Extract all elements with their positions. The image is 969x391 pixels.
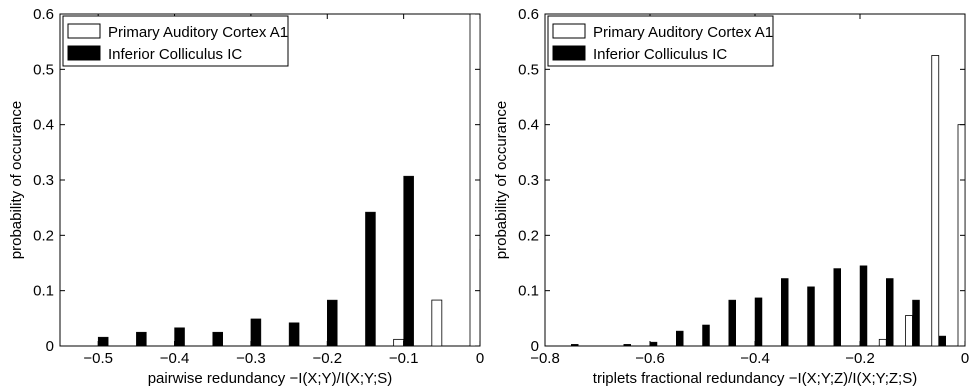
x-tick-label: 0 — [476, 350, 484, 367]
y-tick-label: 0.6 — [33, 6, 54, 23]
y-tick-label: 0.4 — [33, 117, 54, 134]
y-tick-label: 0.2 — [33, 227, 54, 244]
bar-ic — [886, 278, 894, 346]
x-tick-label: −0.1 — [389, 350, 419, 367]
x-axis-label: pairwise redundancy −I(X;Y)/I(X;Y;S) — [148, 370, 393, 387]
legend-label: Primary Auditory Cortex A1 — [108, 24, 288, 41]
y-tick-label: 0 — [531, 338, 539, 355]
bar-a1 — [431, 299, 443, 346]
legend-swatch-a1 — [552, 23, 586, 39]
bar-ic — [250, 318, 262, 346]
bar-ic — [174, 327, 185, 346]
bar-ic — [702, 324, 710, 346]
y-tick-label: 0.3 — [518, 172, 539, 189]
bar-ic — [833, 268, 841, 346]
bar-ic — [136, 331, 147, 346]
bar-ic — [781, 278, 789, 346]
bar-ic — [859, 265, 868, 346]
y-tick-label: 0.5 — [518, 61, 539, 78]
bar-ic — [327, 299, 338, 346]
bars-group — [571, 55, 965, 346]
bar-ic — [571, 344, 579, 346]
bar-ic — [807, 286, 815, 346]
y-tick-label: 0.2 — [518, 227, 539, 244]
legend-label: Inferior Colliculus IC — [108, 46, 242, 63]
bar-ic — [754, 297, 763, 346]
y-tick-label: 0.3 — [33, 172, 54, 189]
bar-ic — [288, 322, 300, 346]
legend-swatch-a1 — [67, 23, 101, 39]
bar-a1 — [878, 338, 887, 346]
bar-ic — [365, 211, 376, 346]
x-tick-label: −0.5 — [83, 350, 113, 367]
bar-ic — [479, 248, 480, 346]
chart-panel-triplets: −0.8 −0.6 −0.4 −0.2 0 0 0.1 0.2 0.3 0.4 0.5 0.6 trip… — [493, 6, 969, 387]
y-axis-label: probability of occurance — [8, 101, 25, 259]
y-tick-label: 0 — [46, 338, 54, 355]
bar-a1 — [931, 55, 940, 346]
x-tick-label: −0.2 — [312, 350, 342, 367]
legend-label: Inferior Colliculus IC — [593, 46, 727, 63]
x-tick-label: −0.6 — [635, 350, 665, 367]
bar-ic — [97, 336, 109, 346]
y-tick-label: 0.4 — [518, 117, 539, 134]
y-axis-label: probability of occurance — [493, 101, 510, 259]
y-tick-label: 0.6 — [518, 6, 539, 23]
legend-swatch-ic — [552, 45, 586, 61]
bar-a1 — [393, 338, 405, 346]
x-tick-label: −0.2 — [845, 350, 875, 367]
chart-panel-pairwise: −0.5 −0.4 −0.3 −0.2 −0.1 0 0 0.1 0.2 0.3 0.4 0.5 0.6… — [8, 6, 484, 387]
x-tick-label: −0.4 — [160, 350, 190, 367]
x-tick-label: −0.3 — [236, 350, 266, 367]
x-tick-label: 0 — [961, 350, 969, 367]
bar-ic — [938, 335, 946, 346]
legend-swatch-ic — [67, 45, 101, 61]
bar-ic — [912, 299, 920, 346]
y-tick-label: 0.5 — [33, 61, 54, 78]
bar-a1 — [905, 315, 913, 346]
x-axis-label: triplets fractional redundancy −I(X;Y;Z)… — [593, 370, 917, 387]
bar-ic — [964, 344, 965, 346]
bar-ic — [403, 175, 414, 346]
bar-ic — [728, 299, 736, 346]
bar-ic — [676, 330, 684, 346]
legend-label: Primary Auditory Cortex A1 — [593, 24, 773, 41]
x-tick-label: −0.8 — [530, 350, 560, 367]
x-tick-label: −0.4 — [740, 350, 770, 367]
y-tick-label: 0.1 — [33, 283, 54, 300]
bar-ic — [623, 344, 631, 346]
bar-ic — [649, 341, 658, 346]
y-tick-label: 0.1 — [518, 283, 539, 300]
bar-ic — [212, 331, 223, 346]
